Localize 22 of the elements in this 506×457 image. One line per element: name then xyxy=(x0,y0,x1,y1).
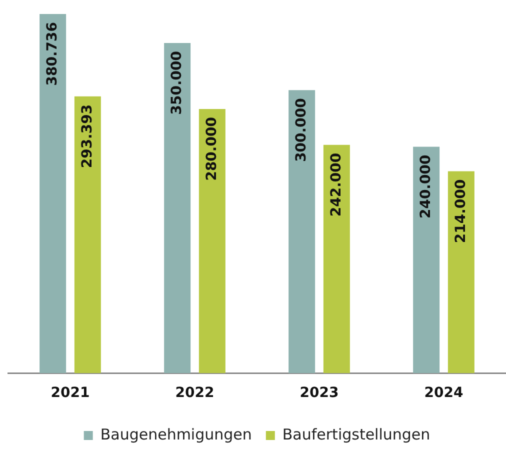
bar xyxy=(323,144,350,374)
data-label: 280.000 xyxy=(204,116,220,181)
legend-label: Baugenehmigungen xyxy=(100,425,252,444)
bar xyxy=(40,14,66,374)
data-label: 214.000 xyxy=(452,179,469,244)
x-tick-label: 2024 xyxy=(424,385,464,402)
bar xyxy=(413,146,440,374)
bar xyxy=(288,90,316,374)
data-label: 240.000 xyxy=(418,154,434,219)
bar xyxy=(448,171,474,374)
bar xyxy=(74,96,101,374)
x-tick-label: 2021 xyxy=(50,385,90,402)
data-label: 242.000 xyxy=(328,152,344,217)
x-tick-label: 2023 xyxy=(300,385,339,402)
data-label: 350.000 xyxy=(168,50,185,115)
x-tick-label: 2022 xyxy=(175,385,214,402)
data-label: 300.000 xyxy=(293,98,310,162)
bar xyxy=(164,43,191,374)
data-label: 293.393 xyxy=(79,104,96,168)
bar xyxy=(198,109,226,374)
legend-label: Baufertigstellungen xyxy=(282,425,430,444)
data-label: 380.736 xyxy=(44,22,60,86)
